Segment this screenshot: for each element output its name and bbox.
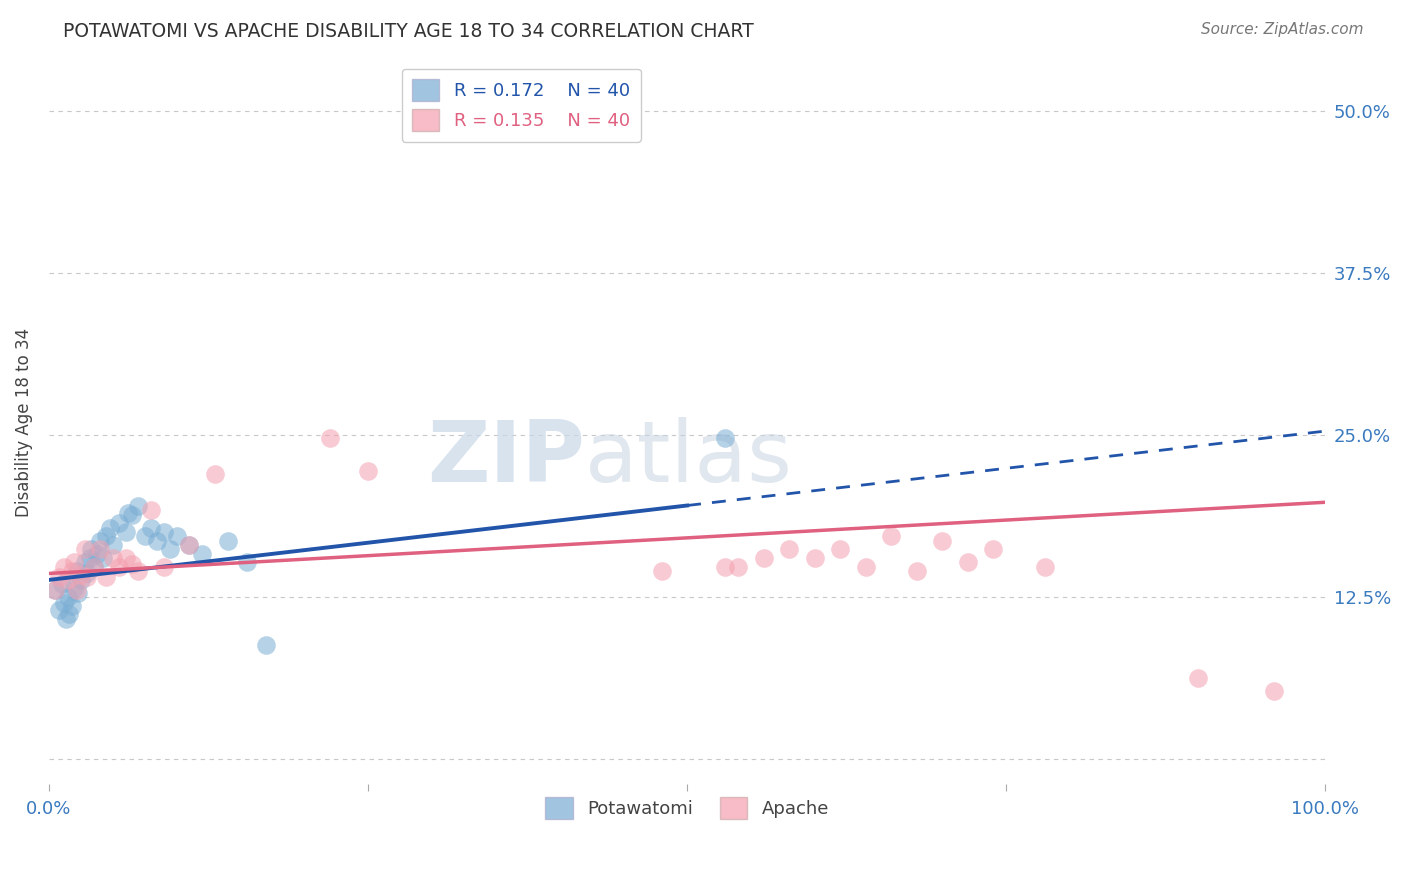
Point <box>204 467 226 481</box>
Point <box>1187 671 1209 685</box>
Point <box>101 550 124 565</box>
Point <box>127 564 149 578</box>
Point <box>51 576 73 591</box>
Point <box>60 599 83 613</box>
Point <box>236 555 259 569</box>
Point <box>254 638 277 652</box>
Point <box>44 583 66 598</box>
Point <box>121 508 143 523</box>
Point <box>76 570 98 584</box>
Point <box>139 503 162 517</box>
Point <box>714 560 737 574</box>
Point <box>752 550 775 565</box>
Point <box>91 550 114 565</box>
Point <box>108 516 131 530</box>
Point <box>714 431 737 445</box>
Point <box>1263 684 1285 698</box>
Point <box>63 581 86 595</box>
Point <box>73 555 96 569</box>
Legend: Potawatomi, Apache: Potawatomi, Apache <box>538 789 837 826</box>
Point <box>778 541 800 556</box>
Point <box>98 521 121 535</box>
Point <box>217 534 239 549</box>
Text: POTAWATOMI VS APACHE DISABILITY AGE 18 TO 34 CORRELATION CHART: POTAWATOMI VS APACHE DISABILITY AGE 18 T… <box>63 22 754 41</box>
Point <box>114 524 136 539</box>
Point <box>89 541 111 556</box>
Point <box>96 529 118 543</box>
Y-axis label: Disability Age 18 to 34: Disability Age 18 to 34 <box>15 327 32 516</box>
Point <box>651 564 673 578</box>
Point <box>153 524 176 539</box>
Point <box>44 583 66 598</box>
Point <box>956 555 979 569</box>
Point <box>63 555 86 569</box>
Point <box>101 538 124 552</box>
Point <box>905 564 928 578</box>
Point <box>48 603 70 617</box>
Point <box>1033 560 1056 574</box>
Point <box>179 538 201 552</box>
Point <box>53 560 76 574</box>
Point <box>76 566 98 581</box>
Point <box>127 499 149 513</box>
Point <box>357 464 380 478</box>
Point <box>48 570 70 584</box>
Point <box>96 570 118 584</box>
Point <box>60 564 83 578</box>
Point <box>134 529 156 543</box>
Point <box>983 541 1005 556</box>
Point <box>179 538 201 552</box>
Point <box>83 560 105 574</box>
Point <box>803 550 825 565</box>
Point <box>191 547 214 561</box>
Point <box>79 550 101 565</box>
Point <box>114 550 136 565</box>
Point <box>73 541 96 556</box>
Point <box>66 583 89 598</box>
Point <box>67 586 90 600</box>
Point <box>727 560 749 574</box>
Point <box>139 521 162 535</box>
Point <box>166 529 188 543</box>
Point <box>319 431 342 445</box>
Point <box>56 590 79 604</box>
Point <box>153 560 176 574</box>
Point <box>80 541 103 556</box>
Point <box>108 560 131 574</box>
Point <box>55 612 77 626</box>
Point <box>830 541 852 556</box>
Point <box>56 573 79 587</box>
Point <box>66 564 89 578</box>
Point <box>53 596 76 610</box>
Point <box>70 573 93 587</box>
Point <box>70 567 93 582</box>
Point <box>146 534 169 549</box>
Point <box>86 547 108 561</box>
Point <box>880 529 903 543</box>
Text: Source: ZipAtlas.com: Source: ZipAtlas.com <box>1201 22 1364 37</box>
Point <box>931 534 953 549</box>
Point <box>121 558 143 572</box>
Point <box>83 560 105 574</box>
Text: ZIP: ZIP <box>427 417 585 500</box>
Point <box>58 607 80 621</box>
Point <box>855 560 877 574</box>
Point <box>117 506 139 520</box>
Point <box>89 534 111 549</box>
Point <box>159 541 181 556</box>
Text: atlas: atlas <box>585 417 793 500</box>
